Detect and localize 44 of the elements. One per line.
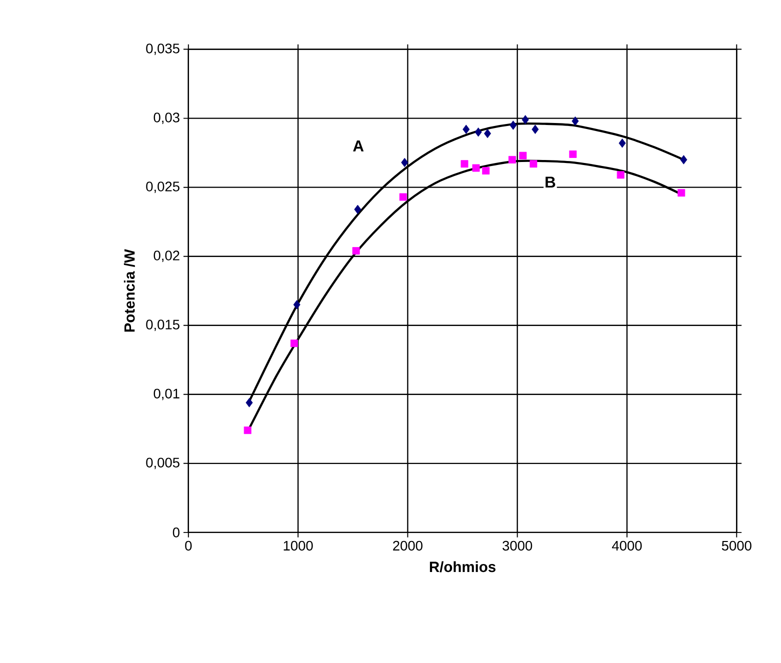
point <box>352 247 360 255</box>
y-tick-label: 0,03 <box>154 112 180 124</box>
y-tick-label: 0,02 <box>154 250 180 262</box>
point <box>399 193 407 201</box>
point <box>678 189 686 197</box>
point <box>616 171 624 179</box>
point <box>618 138 626 148</box>
x-tick-label: 5000 <box>722 541 752 551</box>
x-axis-title: R/ohmios <box>430 561 496 572</box>
point <box>460 160 468 168</box>
y-tick-label: 0,015 <box>146 320 180 332</box>
point <box>508 156 516 164</box>
y-tick-label: 0,005 <box>146 458 180 470</box>
point <box>472 164 480 172</box>
point <box>484 129 492 138</box>
point <box>510 120 517 130</box>
point <box>290 340 298 348</box>
point <box>354 205 362 214</box>
point <box>244 426 252 434</box>
annotation: B <box>546 176 556 188</box>
point <box>532 124 539 134</box>
point <box>680 155 688 165</box>
annotation: A <box>353 140 364 152</box>
y-axis-title: Potencia /W <box>124 249 135 332</box>
y-tick-label: 0 <box>172 528 180 538</box>
point <box>519 152 527 160</box>
point <box>462 124 470 134</box>
x-tick-label: 4000 <box>612 541 642 551</box>
point <box>572 116 579 126</box>
point <box>246 398 253 408</box>
x-tick-label: 2000 <box>393 541 422 551</box>
y-tick-label: 0,01 <box>154 388 180 400</box>
point <box>482 167 490 175</box>
x-tick-label: 1000 <box>284 541 313 551</box>
x-tick-label: 3000 <box>502 541 532 551</box>
point <box>293 300 300 310</box>
point <box>522 115 529 125</box>
x-tick-label: 0 <box>185 541 192 551</box>
y-tick-label: 0,035 <box>146 44 180 56</box>
point <box>401 158 408 168</box>
point <box>474 128 482 137</box>
y-tick-label: 0,025 <box>146 182 180 194</box>
point <box>569 150 577 158</box>
point <box>530 160 538 168</box>
